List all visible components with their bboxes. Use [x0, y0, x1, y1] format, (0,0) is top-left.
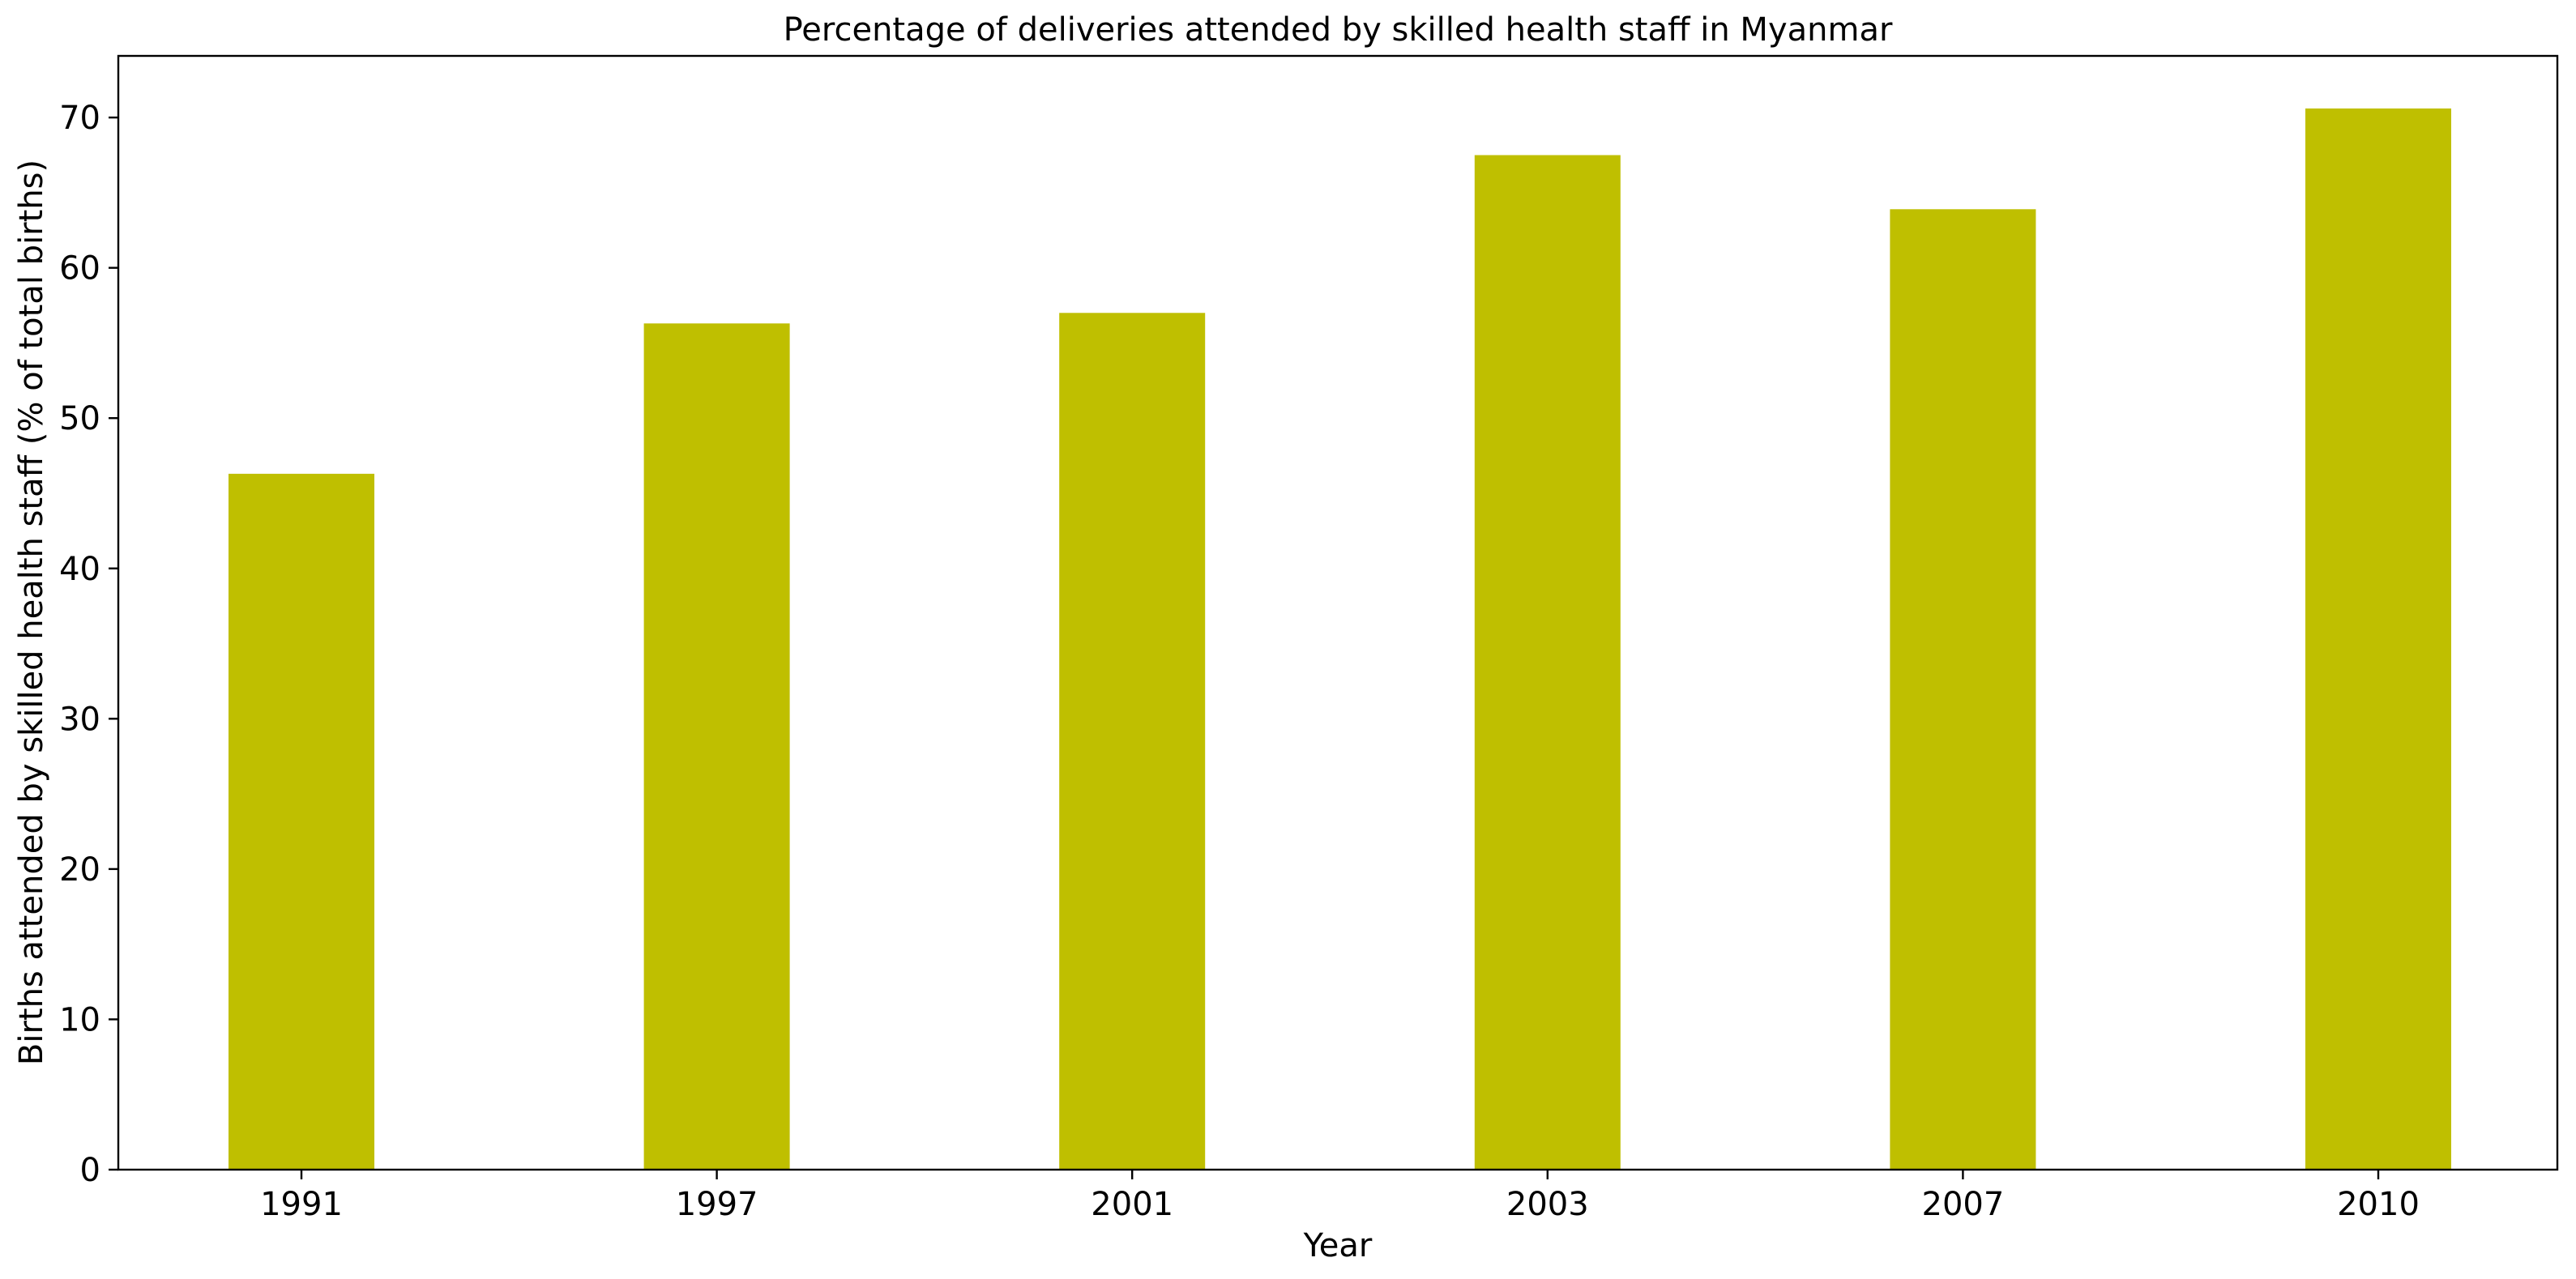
y-axis-label: Births attended by skilled health staff …: [13, 160, 50, 1065]
y-tick-label: 20: [59, 851, 100, 889]
x-tick-label: 2010: [2337, 1186, 2420, 1223]
chart-title: Percentage of deliveries attended by ski…: [784, 11, 1893, 49]
y-tick-label: 70: [59, 100, 100, 137]
bar-1991: [229, 473, 374, 1170]
bar-2007: [1890, 209, 2036, 1170]
x-tick-label: 2003: [1506, 1186, 1589, 1223]
bar-2003: [1474, 155, 1621, 1170]
x-tick-label: 2001: [1091, 1186, 1173, 1223]
x-tick-label: 1991: [260, 1186, 343, 1223]
y-tick-label: 30: [59, 701, 100, 738]
y-tick-label: 10: [59, 1001, 100, 1038]
bar-1997: [643, 323, 790, 1170]
x-tick-label: 1997: [676, 1186, 758, 1223]
x-tick-label: 2007: [1922, 1186, 2005, 1223]
plot-frame: [117, 54, 2559, 1171]
bar-2010: [2305, 108, 2451, 1170]
y-axis: 0 10 20 30 40 50 60 70: [59, 100, 118, 1189]
x-axis: 1991 1997 2001 2003 2007 2010: [260, 1170, 2420, 1223]
bar-2001: [1059, 313, 1206, 1170]
y-tick-label: 40: [59, 551, 100, 588]
y-tick-label: 0: [80, 1152, 100, 1189]
x-axis-label: Year: [1303, 1227, 1373, 1264]
y-tick-label: 60: [59, 250, 100, 288]
y-tick-label: 50: [59, 400, 100, 437]
bars-group: [229, 108, 2451, 1170]
